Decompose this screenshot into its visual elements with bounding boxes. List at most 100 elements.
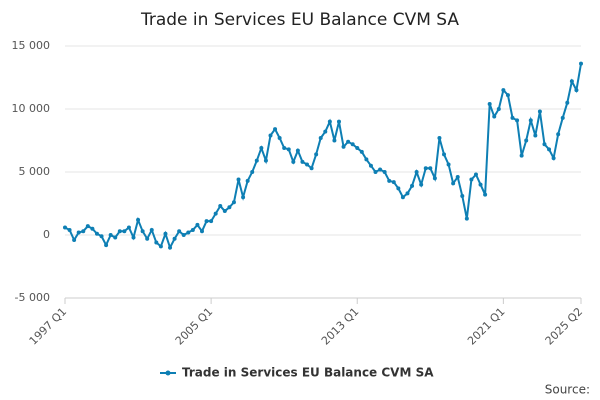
x-tick-label: 2021 Q1: [465, 305, 508, 348]
point: [94, 231, 99, 236]
y-tick-label: 10 000: [12, 102, 51, 115]
source: Source:: [545, 383, 590, 397]
point: [437, 135, 442, 140]
point: [204, 219, 209, 224]
point: [364, 157, 369, 162]
point: [140, 229, 145, 234]
point: [122, 229, 127, 234]
point: [199, 229, 204, 234]
x-tick-label: 1997 Q1: [27, 305, 70, 348]
point: [419, 182, 424, 187]
point: [318, 135, 323, 140]
y-tick-label: 15 000: [12, 39, 51, 52]
point: [473, 172, 478, 177]
point: [341, 144, 346, 149]
y-tick-label: 5 000: [19, 165, 51, 178]
point: [254, 158, 259, 163]
point: [410, 183, 415, 188]
point: [104, 243, 109, 248]
point: [282, 146, 287, 151]
point: [478, 182, 483, 187]
point: [346, 139, 351, 144]
point: [505, 93, 510, 98]
point: [519, 153, 524, 158]
point: [428, 166, 433, 171]
point: [163, 231, 168, 236]
point: [113, 235, 118, 240]
point: [336, 119, 341, 124]
point: [569, 79, 574, 84]
point: [464, 216, 469, 221]
point: [273, 127, 278, 132]
point: [579, 61, 583, 66]
point: [309, 166, 314, 171]
point: [291, 159, 296, 164]
point: [259, 146, 264, 151]
point: [181, 233, 186, 237]
point: [300, 159, 305, 164]
point: [551, 156, 556, 161]
point: [455, 175, 460, 180]
point: [190, 227, 195, 232]
chart-title: Trade in Services EU Balance CVM SA: [140, 10, 459, 30]
point: [126, 225, 131, 230]
point: [314, 152, 319, 157]
point: [560, 115, 565, 120]
point: [218, 204, 223, 209]
point: [305, 162, 310, 167]
point: [515, 118, 520, 123]
point: [382, 170, 387, 174]
point: [460, 193, 465, 198]
point: [67, 227, 72, 232]
y-tick-label: -5 000: [15, 291, 50, 304]
point: [355, 146, 360, 151]
point: [501, 88, 506, 93]
point: [487, 101, 492, 106]
point: [245, 178, 250, 183]
x-tick-label: 2005 Q1: [173, 305, 216, 348]
point: [368, 163, 373, 168]
point: [359, 149, 364, 154]
point: [524, 138, 529, 143]
point: [117, 229, 122, 234]
legend-marker: [165, 370, 171, 376]
point: [213, 211, 218, 216]
point: [286, 147, 291, 152]
point: [327, 119, 332, 124]
point: [469, 177, 474, 182]
point: [145, 236, 150, 241]
point: [295, 148, 300, 153]
point: [414, 170, 419, 174]
point: [149, 227, 154, 232]
point: [90, 226, 95, 231]
point: [483, 192, 488, 197]
point: [158, 244, 163, 249]
point: [277, 135, 282, 140]
point: [81, 229, 86, 234]
point: [547, 147, 552, 152]
y-tick-label: 0: [43, 228, 50, 241]
point: [492, 114, 497, 119]
point: [168, 245, 173, 250]
point: [496, 107, 501, 111]
point: [99, 234, 104, 239]
point: [172, 236, 177, 241]
x-tick-label: 2025 Q2: [543, 305, 586, 348]
point: [76, 230, 81, 235]
point: [537, 109, 542, 114]
point: [451, 181, 456, 186]
point: [72, 238, 77, 243]
point: [332, 138, 337, 143]
point: [177, 229, 182, 234]
point: [391, 180, 396, 185]
point: [350, 142, 355, 147]
point: [405, 191, 410, 196]
point: [510, 115, 515, 120]
point: [423, 166, 428, 171]
point: [85, 224, 90, 229]
point: [446, 162, 451, 167]
point: [528, 118, 533, 123]
point: [373, 170, 378, 174]
x-tick-label: 2013 Q1: [319, 305, 362, 348]
